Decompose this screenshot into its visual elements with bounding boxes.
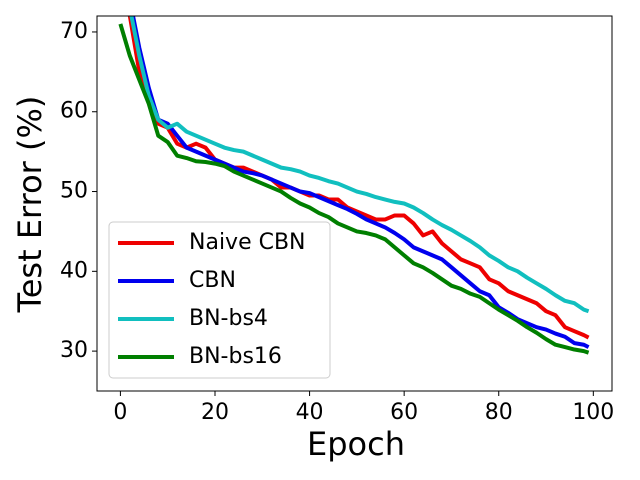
series-line: [118, 23, 590, 355]
x-tick-label: 80: [485, 400, 513, 425]
legend-label: CBN: [189, 268, 236, 293]
x-tick-label: 100: [572, 400, 614, 425]
y-tick-label: 50: [60, 179, 88, 204]
y-tick-label: 70: [60, 19, 88, 44]
y-axis-label: Test Error (%): [11, 96, 49, 314]
x-tick-label: 60: [390, 400, 418, 425]
y-tick-label: 30: [60, 338, 88, 363]
legend-box: [108, 221, 331, 379]
legend-label: BN-bs4: [189, 306, 268, 331]
legend-label: Naive CBN: [189, 230, 306, 255]
plot-lines: [118, 16, 590, 355]
x-axis-label: Epoch: [307, 425, 405, 463]
y-tick-label: 40: [60, 258, 88, 283]
x-tick-label: 0: [113, 400, 127, 425]
series-line: [129, 16, 590, 314]
series-line: [127, 16, 590, 340]
y-tick-label: 60: [60, 99, 88, 124]
x-tick-label: 20: [201, 400, 229, 425]
plot-frame: [96, 15, 613, 392]
x-tick-label: 40: [296, 400, 324, 425]
legend-label: BN-bs16: [189, 344, 282, 369]
